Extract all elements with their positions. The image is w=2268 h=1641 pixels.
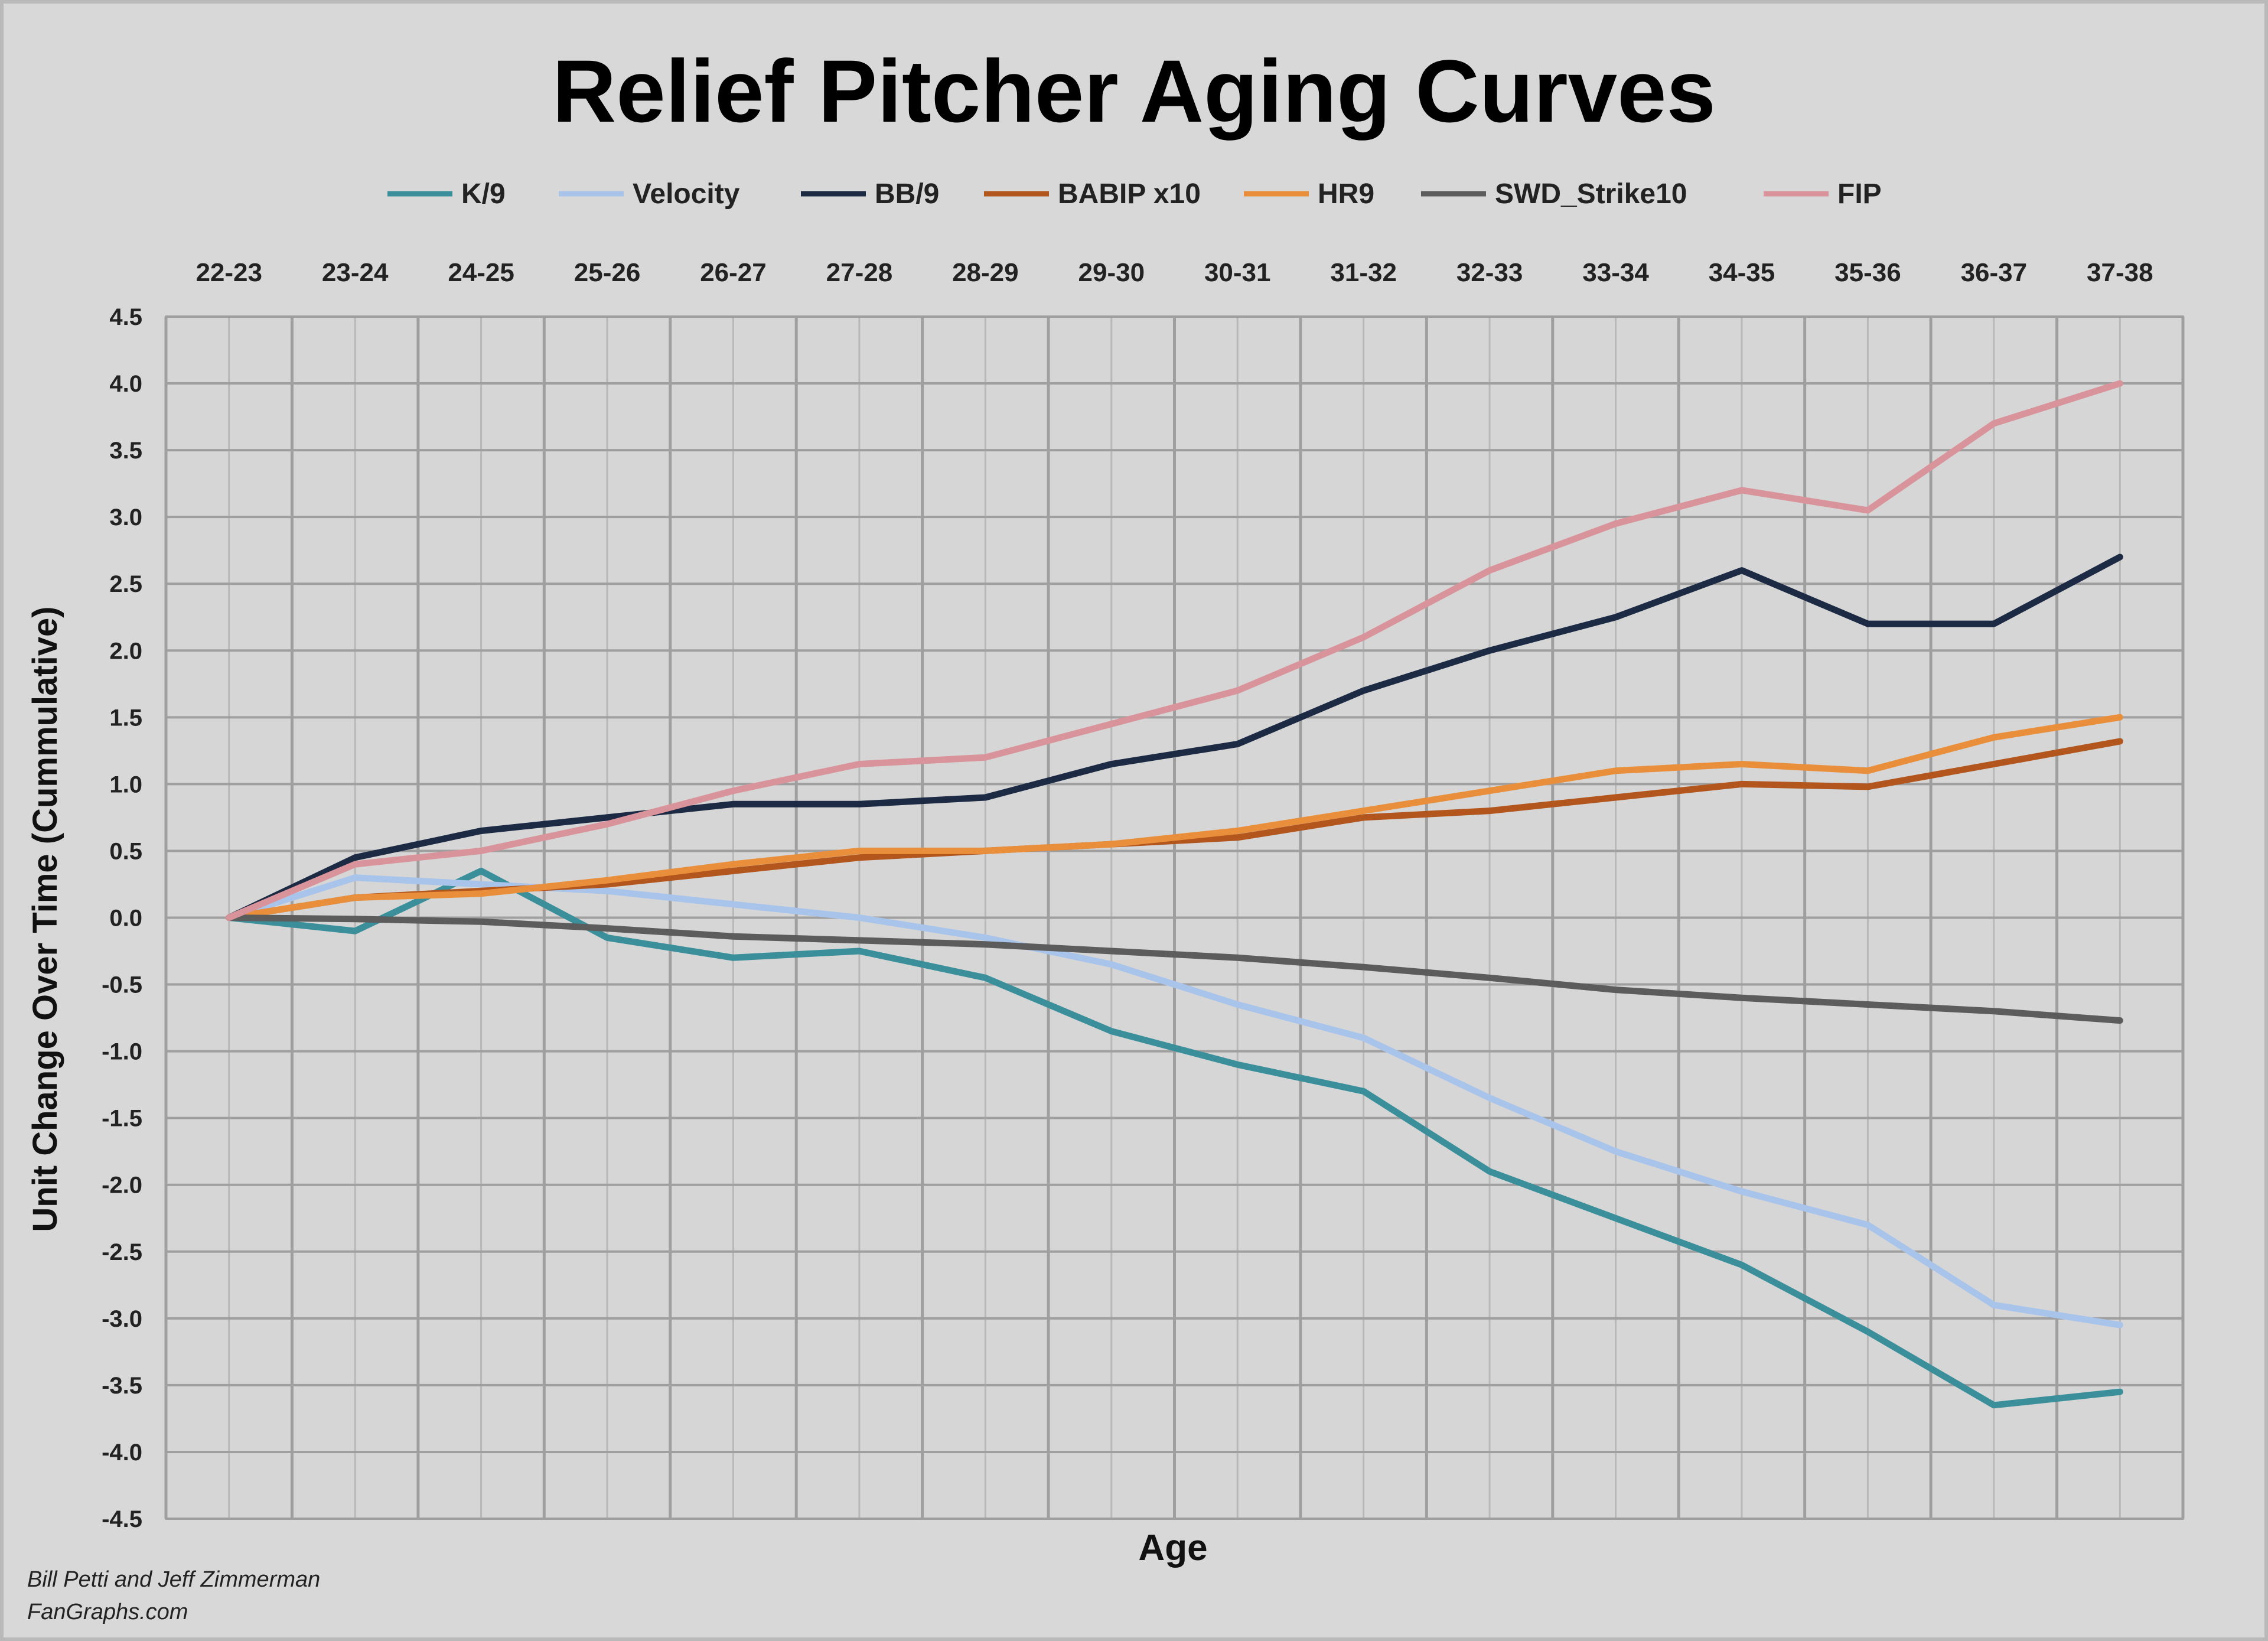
- legend: K/9 Velocity BB/9 BABIP x10 HR9 SWD_Strike10 F…: [387, 178, 1882, 210]
- x-tick-label: 36-37: [1961, 258, 2028, 287]
- x-tick-label: 28-29: [952, 258, 1019, 287]
- aging-curves-chart: Relief Pitcher Aging Curves K/9 Velocity B…: [26, 41, 2185, 1624]
- series-lines: [226, 380, 2123, 1409]
- y-tick-label: -2.5: [102, 1239, 142, 1265]
- x-tick-label: 24-25: [448, 258, 514, 287]
- credit-authors: Bill Petti and Jeff Zimmerman: [27, 1567, 320, 1592]
- x-tick-label: 22-23: [195, 258, 262, 287]
- x-tick-label: 29-30: [1078, 258, 1145, 287]
- legend-label: FIP: [1837, 178, 1882, 210]
- legend-item: Velocity: [559, 178, 740, 210]
- x-axis-title: Age: [1138, 1528, 1207, 1568]
- series-line-swd-strike10: [226, 914, 2123, 1024]
- y-tick-label: -4.0: [102, 1440, 142, 1466]
- legend-label: SWD_Strike10: [1495, 178, 1687, 210]
- legend-label: K/9: [461, 178, 506, 210]
- y-tick-label: -1.0: [102, 1039, 142, 1065]
- y-tick-label: 2.0: [109, 638, 142, 664]
- legend-label: Velocity: [633, 178, 740, 210]
- y-tick-label: 1.0: [109, 771, 142, 797]
- legend-label: BB/9: [875, 178, 939, 210]
- y-tick-label: 3.5: [109, 438, 142, 464]
- y-tick-label: 4.0: [109, 371, 142, 397]
- y-tick-label: 4.5: [109, 304, 142, 330]
- y-tick-label: -0.5: [102, 972, 142, 998]
- legend-label: HR9: [1318, 178, 1374, 210]
- series-line-hr9: [226, 714, 2123, 921]
- x-tick-label: 35-36: [1834, 258, 1901, 287]
- legend-item: HR9: [1244, 178, 1374, 210]
- legend-item: SWD_Strike10: [1421, 178, 1687, 210]
- x-tick-label: 31-32: [1330, 258, 1397, 287]
- y-tick-label: -3.0: [102, 1306, 142, 1332]
- y-axis-title: Unit Change Over Time (Cummulative): [26, 606, 64, 1232]
- credit-site: FanGraphs.com: [27, 1600, 188, 1624]
- y-tick-label: 2.5: [109, 571, 142, 597]
- x-tick-label: 27-28: [826, 258, 893, 287]
- y-tick-label: -2.0: [102, 1173, 142, 1199]
- y-tick-label: 0.0: [109, 906, 142, 932]
- x-tick-label: 33-34: [1582, 258, 1649, 287]
- x-tick-label: 23-24: [322, 258, 389, 287]
- y-tick-label: -3.5: [102, 1373, 142, 1399]
- x-tick-label: 26-27: [700, 258, 767, 287]
- legend-item: K/9: [387, 178, 506, 210]
- chart-title: Relief Pitcher Aging Curves: [552, 41, 1716, 141]
- legend-item: BABIP x10: [984, 178, 1201, 210]
- legend-item: BB/9: [801, 178, 939, 210]
- y-tick-label: 0.5: [109, 838, 142, 864]
- legend-label: BABIP x10: [1058, 178, 1201, 210]
- series-line-fip: [226, 380, 2123, 921]
- y-axis-ticks: 4.5 4.0 3.5 3.0 2.5 2.0 1.5 1.0 0.5 0.0 -0.5 -1.0 -1…: [102, 304, 142, 1532]
- x-tick-label: 30-31: [1204, 258, 1271, 287]
- y-tick-label: 1.5: [109, 705, 142, 731]
- x-tick-label: 37-38: [2087, 258, 2153, 287]
- y-tick-label: -1.5: [102, 1106, 142, 1132]
- x-axis-top-ticks: 22-23 23-24 24-25 25-26 26-27 27-28 28-29 29-30…: [195, 258, 2153, 287]
- y-tick-label: 3.0: [109, 504, 142, 530]
- series-line-k-9: [226, 867, 2123, 1409]
- series-line-bb-9: [226, 553, 2123, 921]
- x-tick-label: 32-33: [1456, 258, 1523, 287]
- x-tick-label: 34-35: [1709, 258, 1775, 287]
- legend-item: FIP: [1764, 178, 1882, 210]
- y-tick-label: -4.5: [102, 1506, 142, 1532]
- x-tick-label: 25-26: [574, 258, 641, 287]
